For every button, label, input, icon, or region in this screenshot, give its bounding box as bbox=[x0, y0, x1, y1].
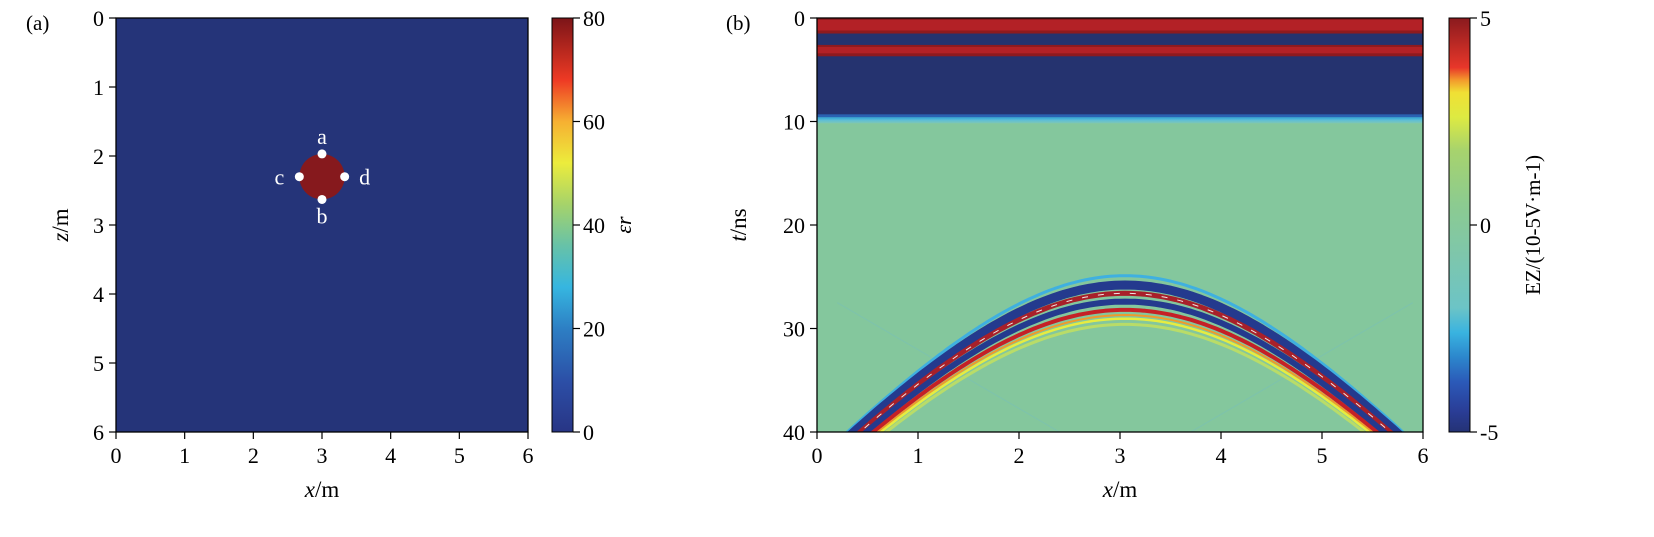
direct-wave-band-core-1 bbox=[817, 20, 1423, 31]
x-tick-label: 5 bbox=[454, 443, 465, 468]
y-tick-label: 4 bbox=[93, 282, 104, 307]
x-tick-label: 0 bbox=[111, 443, 122, 468]
hyperbola-blue-band-2 bbox=[861, 298, 1389, 432]
panel-a: (a) a b c d 0 1 2 3 4 5 6 0 1 2 3 4 5 6 x/m z/m 0 20 40 60… bbox=[26, 6, 636, 502]
y-tick-label: 5 bbox=[93, 351, 104, 376]
panel-b-colorbar-ticks: -5 0 5 bbox=[1470, 6, 1498, 445]
colorbar-tick-label: 40 bbox=[583, 213, 605, 238]
point-label-a: a bbox=[317, 124, 327, 149]
y-tick-label: 20 bbox=[783, 213, 805, 238]
panel-a-plot-area bbox=[116, 18, 528, 432]
point-label-c: c bbox=[274, 165, 284, 190]
x-tick-label: 4 bbox=[385, 443, 396, 468]
x-tick-label: 6 bbox=[1418, 443, 1429, 468]
hyperbola-green-fade bbox=[883, 322, 1367, 432]
direct-wave-band-core-2 bbox=[817, 46, 1423, 54]
panel-b: (b) 0 1 2 3 4 5 6 0 10 20 30 40 x/m t/ns -5 0 5 EZ/(… bbox=[726, 6, 1545, 502]
panel-a-ylabel: z/m bbox=[48, 208, 73, 242]
colorbar-tick-label: 60 bbox=[583, 110, 605, 135]
panel-b-y-ticks: 0 10 20 30 40 bbox=[783, 6, 817, 445]
x-tick-label: 3 bbox=[317, 443, 328, 468]
panel-a-x-ticks: 0 1 2 3 4 5 6 bbox=[111, 432, 534, 468]
point-label-d: d bbox=[359, 165, 370, 190]
y-tick-label: 2 bbox=[93, 144, 104, 169]
direct-wave-edge-fade bbox=[817, 117, 1423, 124]
point-a bbox=[317, 149, 327, 159]
y-tick-label: 0 bbox=[794, 6, 805, 31]
hyperbola-red-band-2 bbox=[870, 307, 1380, 432]
point-d bbox=[340, 172, 350, 182]
hyperbola-outer-edge bbox=[845, 274, 1406, 432]
colorbar-tick-label: 20 bbox=[583, 317, 605, 342]
colorbar-tick-label: 80 bbox=[583, 6, 605, 31]
x-tick-label: 2 bbox=[1014, 443, 1025, 468]
hyperbola-white-dash bbox=[859, 292, 1391, 432]
panel-b-ylabel: t/ns bbox=[726, 208, 751, 241]
panel-a-label: (a) bbox=[26, 11, 49, 35]
direct-wave-zone bbox=[817, 18, 1423, 117]
panel-b-colorbar bbox=[1448, 17, 1471, 433]
point-label-b: b bbox=[317, 203, 328, 228]
y-tick-label: 10 bbox=[783, 110, 805, 135]
hyperbola-blue-band-1 bbox=[847, 280, 1403, 432]
panel-a-colorbar-label: εr bbox=[611, 216, 636, 234]
panel-a-colorbar bbox=[551, 17, 574, 433]
x-tick-label: 2 bbox=[248, 443, 259, 468]
panel-a-colorbar-ticks: 0 20 40 60 80 bbox=[573, 6, 605, 445]
target-circle bbox=[299, 154, 345, 200]
panel-a-y-ticks: 0 1 2 3 4 5 6 bbox=[93, 6, 116, 445]
colorbar-tick-label: 0 bbox=[583, 420, 594, 445]
panel-a-xlabel: x/m bbox=[304, 477, 340, 502]
x-tick-label: 0 bbox=[812, 443, 823, 468]
panel-a-marks: a b c d bbox=[274, 124, 370, 229]
hyperbola-orange-edge bbox=[876, 314, 1374, 432]
panel-b-x-ticks: 0 1 2 3 4 5 6 bbox=[812, 432, 1429, 468]
x-tick-label: 1 bbox=[913, 443, 924, 468]
y-tick-label: 1 bbox=[93, 75, 104, 100]
panel-b-xlabel: x/m bbox=[1102, 477, 1138, 502]
point-c bbox=[294, 172, 304, 182]
x-tick-label: 5 bbox=[1317, 443, 1328, 468]
x-tick-label: 4 bbox=[1216, 443, 1227, 468]
colorbar-tick-label: -5 bbox=[1480, 420, 1498, 445]
direct-wave-edge bbox=[817, 114, 1423, 118]
x-tick-label: 1 bbox=[179, 443, 190, 468]
colorbar-tick-label: 5 bbox=[1480, 6, 1491, 31]
y-tick-label: 3 bbox=[93, 213, 104, 238]
y-tick-label: 30 bbox=[783, 317, 805, 342]
panel-b-marks bbox=[817, 18, 1423, 432]
panel-b-colorbar-label: EZ/(10-5V·m-1) bbox=[1521, 155, 1545, 295]
colorbar-tick-label: 0 bbox=[1480, 213, 1491, 238]
y-tick-label: 0 bbox=[93, 6, 104, 31]
panel-b-label: (b) bbox=[726, 11, 751, 35]
x-tick-label: 6 bbox=[523, 443, 534, 468]
point-b bbox=[317, 194, 327, 204]
hyperbola-yellow-edge bbox=[879, 317, 1372, 432]
y-tick-label: 40 bbox=[783, 420, 805, 445]
y-tick-label: 6 bbox=[93, 420, 104, 445]
x-tick-label: 3 bbox=[1115, 443, 1126, 468]
